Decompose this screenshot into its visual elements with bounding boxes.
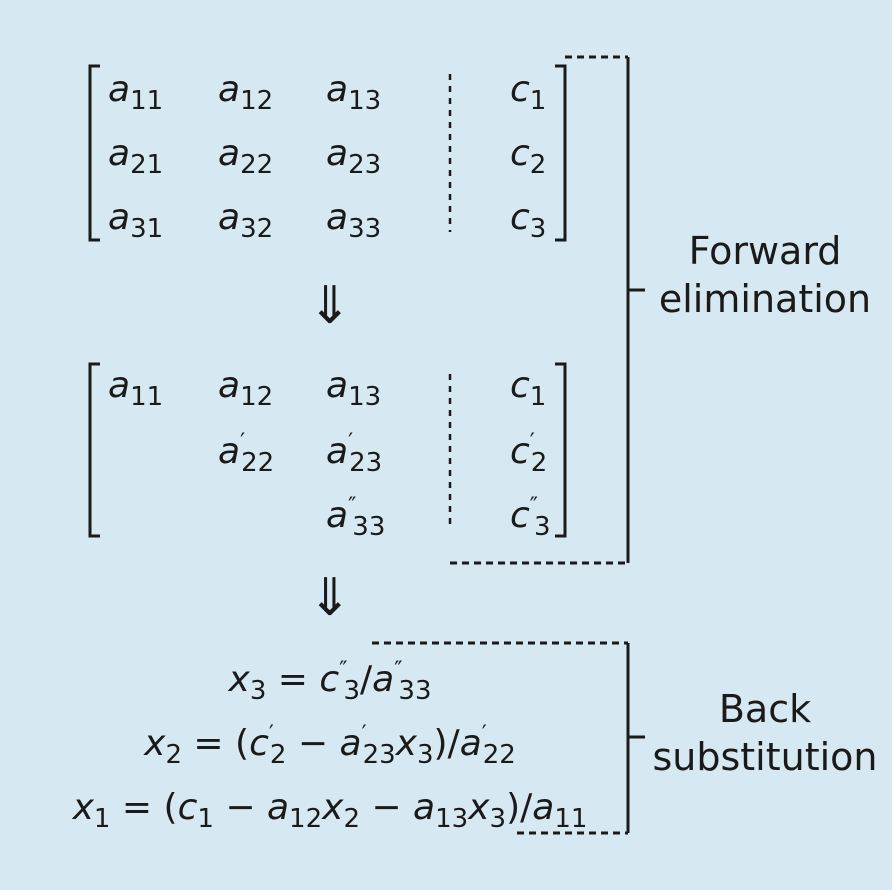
matrix2-entry-1-1: a11 <box>108 365 164 412</box>
matrix1-entry-1-4: c1 <box>510 69 547 116</box>
matrix1-entry-1-1: a11 <box>108 69 164 116</box>
matrix1-entry-3-3: a33 <box>326 197 382 244</box>
forward-label-line2: elimination <box>658 276 872 321</box>
matrix2-left-bracket <box>88 362 100 538</box>
equation-x1: x1 = (c1 − a12x2 − a13x3)/a11 <box>72 787 588 834</box>
matrix1-entry-1-2: a12 <box>218 69 274 116</box>
matrix2-entry-3-3: a″33 <box>326 494 386 542</box>
matrix1-right-bracket <box>555 64 567 242</box>
matrix1-entry-1-3: a13 <box>326 69 382 116</box>
matrix2-entry-1-2: a12 <box>218 365 274 412</box>
matrix1-entry-3-1: a31 <box>108 197 164 244</box>
forward-label-line1: Forward <box>688 229 842 273</box>
down-arrow-icon: ⇓ <box>308 568 352 628</box>
matrix1-entry-2-1: a21 <box>108 133 164 180</box>
matrix1-entry-2-2: a22 <box>218 133 274 180</box>
down-arrow-icon: ⇓ <box>308 276 352 336</box>
equation-x2: x2 = (c′2 − a′23x3)/a′22 <box>144 722 516 770</box>
matrix1-entry-3-2: a32 <box>218 197 274 244</box>
back-label-line2: substitution <box>652 734 878 779</box>
forward-elimination-label: Forward elimination <box>652 228 878 323</box>
back-substitution-label: Back substitution <box>652 686 878 781</box>
matrix2-entry-2-3: a′23 <box>326 430 383 478</box>
back-label-line1: Back <box>718 687 812 731</box>
matrix1-entry-3-4: c3 <box>510 197 547 244</box>
matrix1-left-bracket <box>88 64 100 242</box>
matrix2-entry-2-2: a′22 <box>218 430 275 478</box>
matrix2-right-bracket <box>555 362 567 538</box>
matrix1-entry-2-4: c2 <box>510 133 547 180</box>
matrix2-entry-1-3: a13 <box>326 365 382 412</box>
matrix2-entry-1-4: c1 <box>510 365 547 412</box>
matrix2-entry-2-4: c′2 <box>510 430 548 478</box>
matrix2-entry-3-4: c″3 <box>510 494 551 542</box>
matrix1-entry-2-3: a23 <box>326 133 382 180</box>
equation-x3: x3 = c″3/a″33 <box>228 658 432 706</box>
